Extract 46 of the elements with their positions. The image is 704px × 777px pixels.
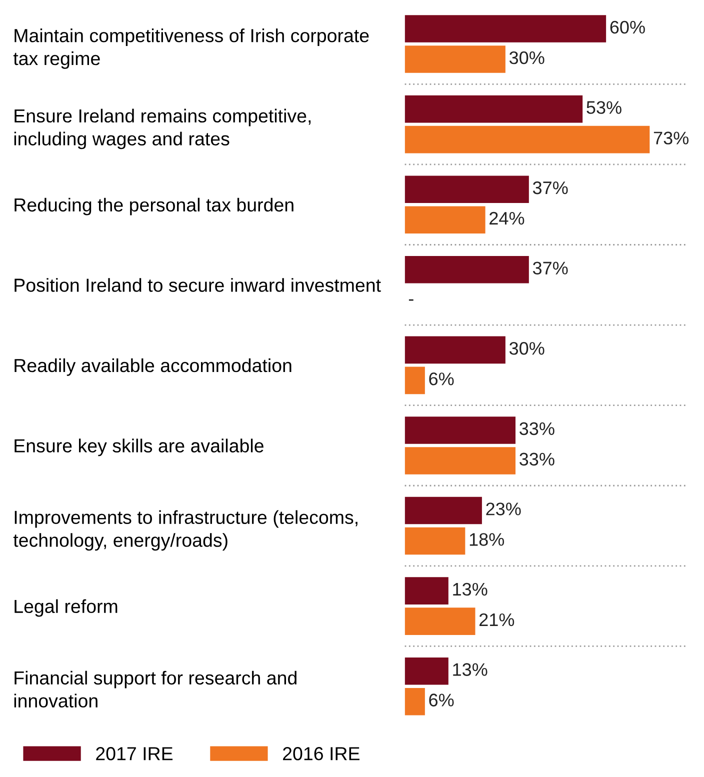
bar	[404, 416, 516, 444]
y-tick-label: Ensure key skills are available	[14, 438, 264, 456]
data-label: 30%	[509, 51, 544, 64]
bar	[404, 256, 529, 284]
bar	[404, 577, 448, 604]
bar	[404, 95, 583, 123]
data-label: 60%	[610, 20, 645, 34]
data-label: 33%	[520, 452, 554, 466]
bar	[404, 126, 650, 154]
y-tick-label: Ensure Ireland remains competitive, including wages and rates	[14, 108, 311, 150]
data-label: 30%	[509, 342, 544, 355]
y-tick-label: Improvements to infrastructure (telecoms, technology, energy/roads)	[13, 510, 358, 551]
data-label: 37%	[532, 262, 568, 274]
bar	[404, 366, 425, 394]
data-label: 37%	[532, 181, 568, 194]
bar	[404, 176, 529, 204]
y-tick-label: Position Ireland to secure inward investment	[14, 278, 381, 292]
data-label: 24%	[490, 212, 524, 225]
y-tick-label: Financial support for research and innovation	[14, 670, 296, 708]
data-label: 6%	[429, 694, 454, 706]
data-label: 33%	[520, 422, 554, 436]
bar	[404, 496, 482, 524]
data-label: 18%	[470, 533, 504, 546]
bar	[404, 527, 466, 555]
bar	[404, 46, 506, 73]
legend-label: 2017 IRE	[96, 747, 173, 760]
bar	[404, 657, 448, 685]
bar	[404, 447, 516, 474]
data-label: 13%	[453, 582, 488, 596]
bar	[404, 336, 506, 364]
data-label: 53%	[586, 101, 622, 114]
y-tick-label: Reducing the personal tax burden	[14, 198, 294, 216]
bar	[404, 206, 486, 234]
y-tick-label: Readily available accommodation	[14, 358, 292, 376]
legend-label: 2016 IRE	[283, 747, 360, 760]
data-label: 21%	[480, 613, 514, 626]
data-label: 23%	[486, 502, 521, 516]
y-tick-label: Maintain competitiveness of Irish corporate tax regime	[13, 28, 369, 69]
data-label: 13%	[453, 663, 488, 676]
bar	[404, 688, 425, 716]
bar	[404, 15, 606, 42]
bar	[404, 608, 476, 635]
text: -	[408, 299, 414, 301]
y-tick-label: Legal reform	[14, 599, 118, 617]
data-label: 73%	[654, 132, 689, 144]
data-label: 6%	[429, 372, 454, 386]
